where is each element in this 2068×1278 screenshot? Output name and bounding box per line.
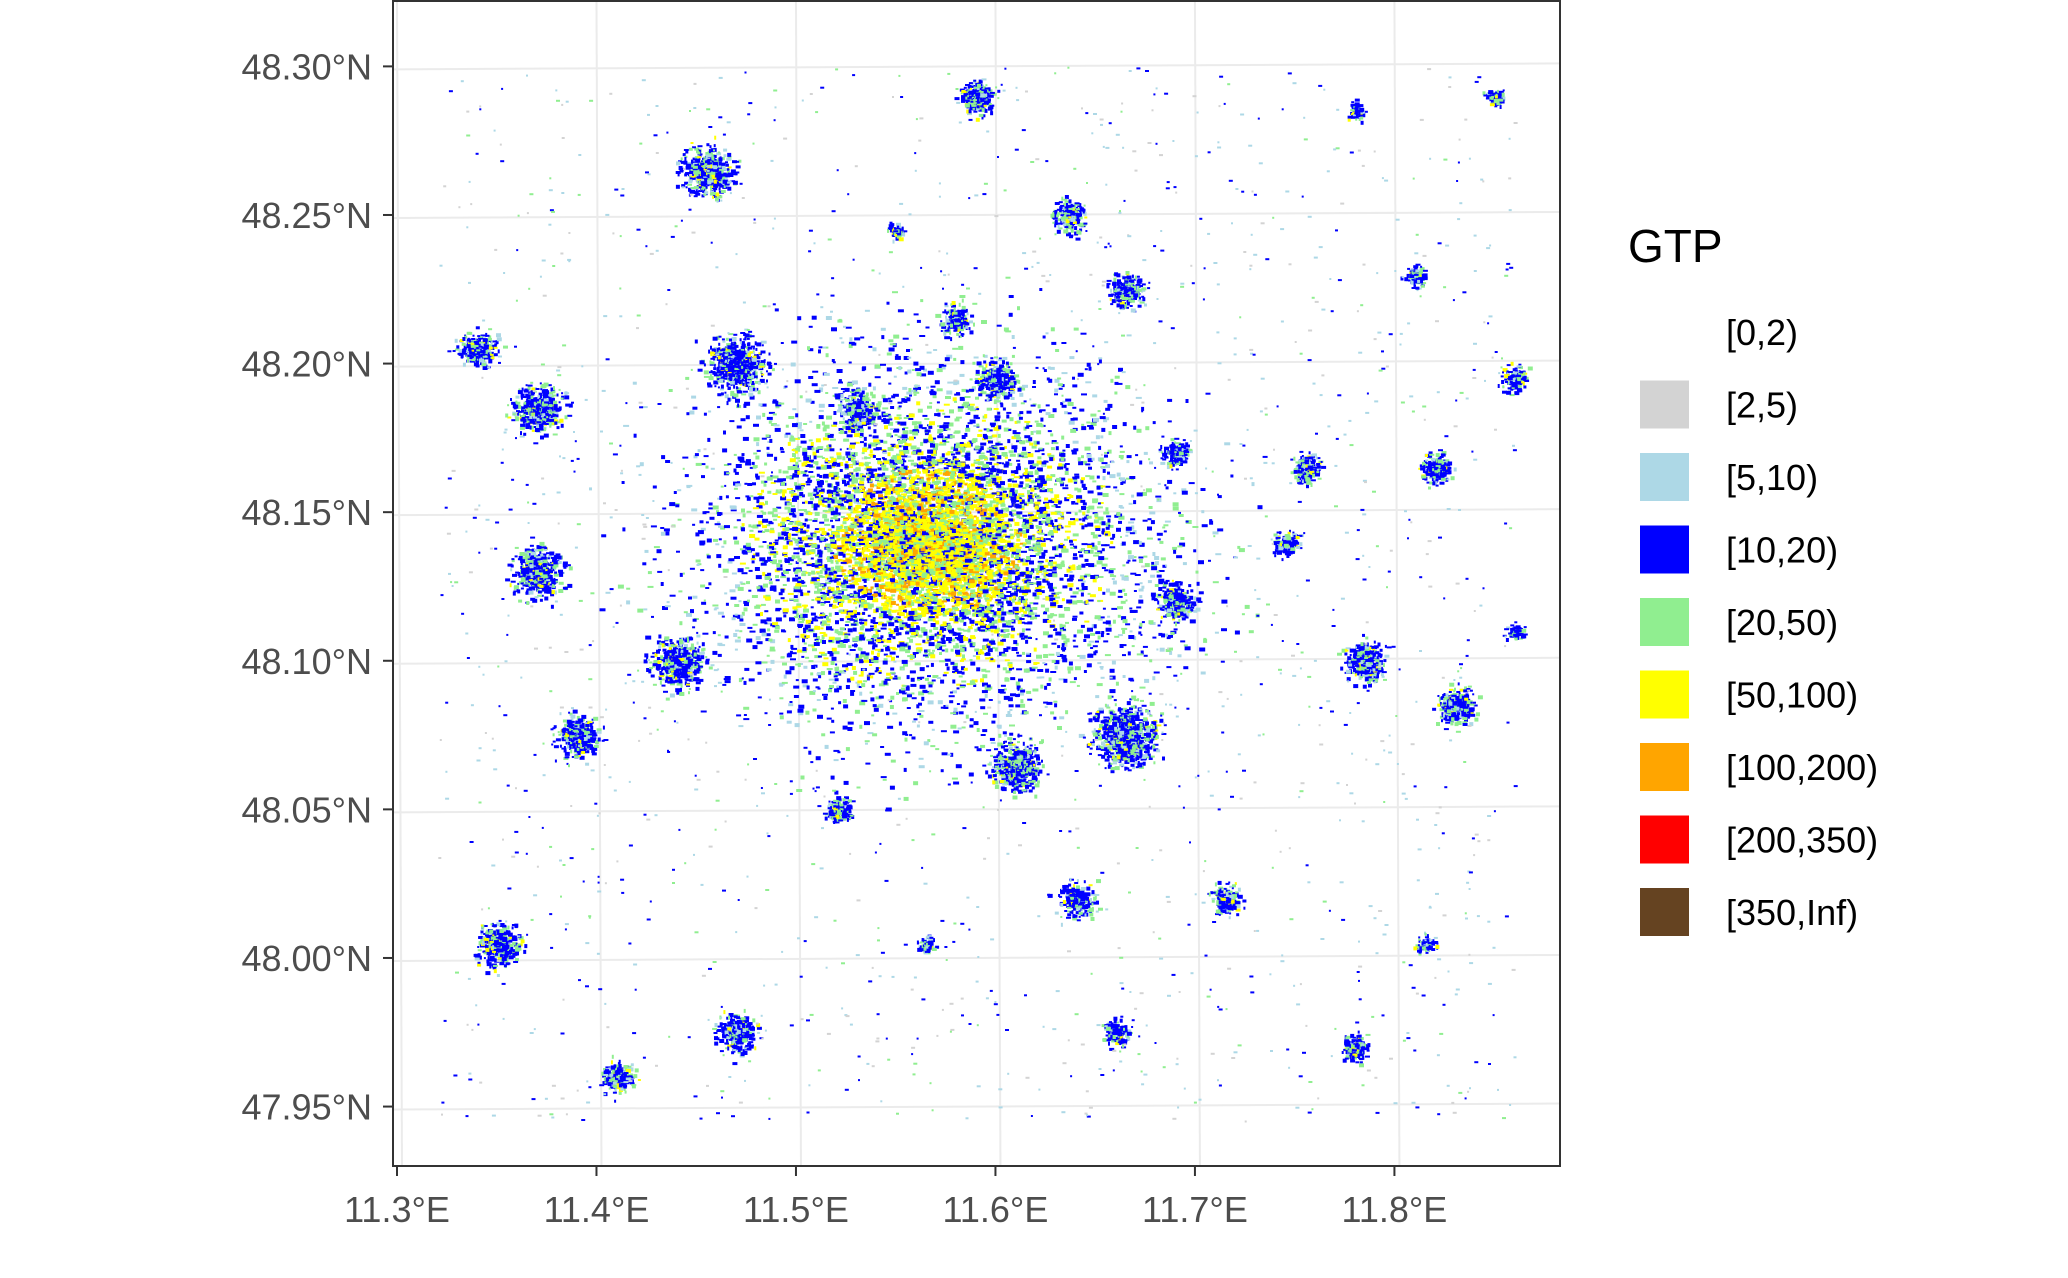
legend-item: [2,5)	[1640, 380, 1798, 429]
legend-label: [5,10)	[1726, 457, 1818, 498]
map-panel	[392, 0, 1561, 1167]
legend-swatch	[1640, 888, 1689, 936]
meridian-line	[1393, 1, 1401, 1166]
meridian-line	[595, 1, 603, 1166]
legend-label: [10,20)	[1726, 530, 1838, 571]
parallel-line	[393, 805, 1560, 814]
legend-swatch	[1640, 380, 1689, 429]
legend-items: [0,2) [2,5) [5,10) [10,20) [20,50) [50,100) [1…	[1640, 308, 1878, 936]
x-tick-label: 11.8°E	[1342, 1189, 1448, 1230]
legend-item: [200,350)	[1640, 815, 1878, 864]
y-tick-label: 48.00°N	[242, 938, 372, 979]
y-tick-label: 48.10°N	[242, 641, 372, 682]
legend-label: [2,5)	[1726, 385, 1798, 426]
legend-label: [20,50)	[1726, 602, 1838, 643]
legend-label: [100,200)	[1726, 747, 1878, 788]
legend-swatch	[1640, 308, 1689, 356]
y-tick-label: 48.30°N	[242, 46, 372, 87]
x-tick-label: 11.5°E	[743, 1189, 849, 1230]
legend-swatch	[1640, 525, 1689, 574]
legend-item: [20,50)	[1640, 598, 1838, 646]
y-tick-label: 48.25°N	[242, 195, 372, 236]
legend-item: [100,200)	[1640, 743, 1878, 791]
x-axis: 11.3°E 11.4°E 11.5°E 11.6°E 11.7°E 11.8°E	[344, 1166, 1447, 1230]
parallel-line	[393, 210, 1560, 219]
parallel-line	[393, 62, 1560, 71]
y-axis: 48.30°N 48.25°N 48.20°N 48.15°N 48.10°N 48.05…	[242, 46, 393, 1128]
gtp-raster	[438, 66, 1533, 1123]
x-tick-label: 11.7°E	[1142, 1189, 1248, 1230]
legend-title: GTP	[1628, 220, 1723, 272]
y-tick-label: 48.15°N	[242, 492, 372, 533]
y-tick-label: 48.20°N	[242, 344, 372, 385]
y-tick-label: 48.05°N	[242, 789, 372, 830]
legend: GTP [0,2) [2,5) [5,10) [10,20) [20,50) [50,10…	[1628, 220, 1878, 936]
legend-swatch	[1640, 815, 1689, 864]
legend-label: [200,350)	[1726, 820, 1878, 861]
legend-item: [5,10)	[1640, 453, 1818, 501]
legend-item: [10,20)	[1640, 525, 1838, 574]
parallel-line	[393, 508, 1560, 517]
legend-item: [350,Inf)	[1640, 888, 1858, 936]
y-tick-label: 47.95°N	[242, 1087, 372, 1128]
legend-swatch	[1640, 598, 1689, 646]
legend-swatch	[1640, 670, 1689, 719]
legend-label: [350,Inf)	[1726, 892, 1858, 933]
legend-item: [50,100)	[1640, 670, 1858, 719]
legend-label: [50,100)	[1726, 675, 1858, 716]
legend-swatch	[1640, 453, 1689, 501]
parallel-line	[393, 359, 1560, 368]
graticule	[393, 1, 1560, 1166]
x-tick-label: 11.6°E	[943, 1189, 1049, 1230]
x-tick-label: 11.4°E	[544, 1189, 650, 1230]
x-tick-label: 11.3°E	[344, 1189, 450, 1230]
legend-label: [0,2)	[1726, 312, 1798, 353]
panel-border	[392, 0, 1561, 1167]
parallel-line	[393, 1102, 1560, 1111]
meridian-line	[395, 1, 403, 1166]
legend-swatch	[1640, 743, 1689, 791]
parallel-line	[393, 953, 1560, 962]
legend-item: [0,2)	[1640, 308, 1798, 356]
